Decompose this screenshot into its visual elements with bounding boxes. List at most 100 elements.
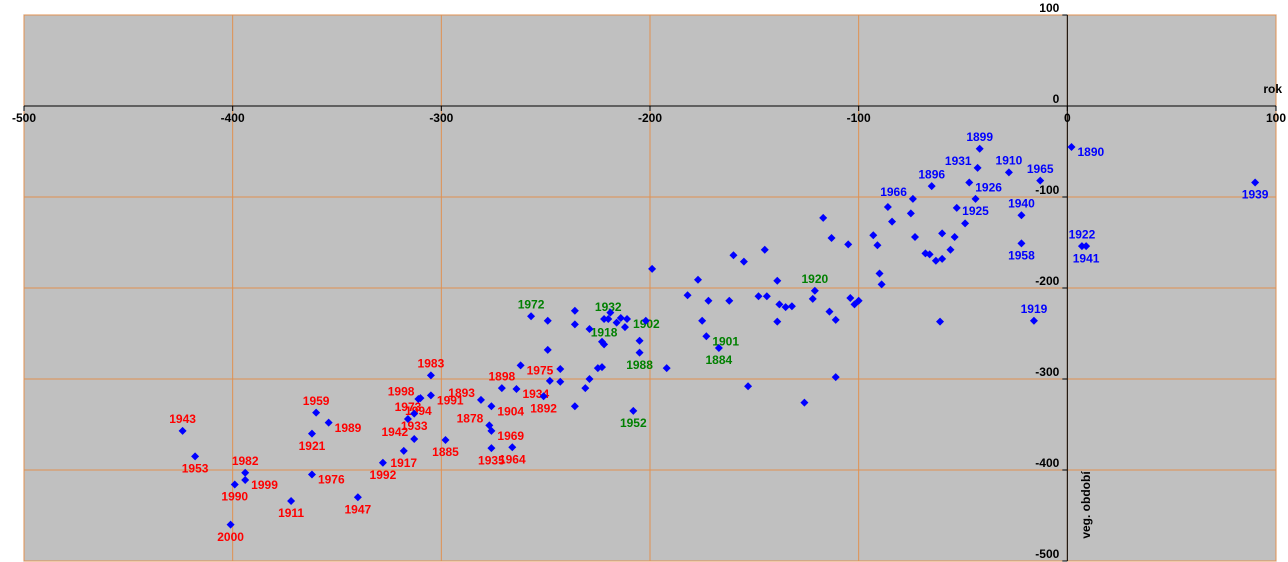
point-label: 1884 — [706, 353, 733, 367]
point — [570, 306, 579, 315]
point-label: 1885 — [432, 445, 459, 459]
point — [662, 364, 671, 373]
point-label: 1911 — [278, 506, 304, 520]
point — [725, 296, 734, 305]
point — [312, 408, 321, 417]
point-label: 1899 — [966, 130, 993, 144]
point — [307, 429, 316, 438]
point-label: 1999 — [251, 478, 278, 492]
point — [925, 250, 934, 259]
point — [545, 376, 554, 385]
point — [598, 337, 607, 346]
point-label: 2000 — [217, 530, 244, 544]
point-label: 1892 — [530, 401, 557, 415]
point-label: 1933 — [401, 419, 428, 433]
point — [241, 468, 250, 477]
point — [399, 446, 408, 455]
point-label: 1991 — [437, 394, 464, 408]
point — [773, 276, 782, 285]
y-tick-label: -100 — [1035, 183, 1059, 197]
point — [873, 241, 882, 250]
point — [426, 371, 435, 380]
point — [476, 395, 485, 404]
point — [497, 384, 506, 393]
point — [539, 392, 548, 401]
y-tick-label: -200 — [1035, 274, 1059, 288]
point — [908, 194, 917, 203]
point-label: 1922 — [1069, 227, 1096, 241]
point — [648, 264, 657, 273]
point — [825, 307, 834, 316]
point — [911, 233, 920, 242]
point-label: 1966 — [880, 185, 907, 199]
point — [410, 409, 419, 418]
point — [191, 452, 200, 461]
y-tick-label: -300 — [1035, 365, 1059, 379]
point — [307, 470, 316, 479]
point-label: 1918 — [591, 326, 618, 340]
point-label: 1959 — [303, 394, 330, 408]
point — [487, 444, 496, 453]
point-label: 1898 — [488, 369, 515, 383]
point — [854, 296, 863, 305]
point — [938, 229, 947, 238]
point — [616, 314, 625, 323]
point — [556, 377, 565, 386]
point-label: 1994 — [405, 404, 432, 418]
point-label: 1940 — [1008, 196, 1035, 210]
point-label: 1910 — [996, 154, 1023, 168]
point — [698, 316, 707, 325]
point-label: 1939 — [1242, 188, 1269, 202]
point — [508, 443, 517, 452]
point — [543, 316, 552, 325]
point — [570, 320, 579, 329]
point — [808, 294, 817, 303]
point — [714, 344, 723, 353]
point — [729, 251, 738, 260]
point — [543, 345, 552, 354]
point — [1251, 178, 1260, 187]
point — [877, 280, 886, 289]
point-label: 1917 — [390, 456, 417, 470]
point — [516, 361, 525, 370]
point — [629, 406, 638, 415]
point — [831, 315, 840, 324]
point — [1017, 239, 1026, 248]
point — [1077, 242, 1086, 251]
point — [1067, 142, 1076, 151]
point — [1017, 211, 1026, 220]
point — [527, 312, 536, 321]
point — [810, 286, 819, 295]
point — [226, 520, 235, 529]
point-label: 1935 — [478, 453, 505, 467]
point — [883, 203, 892, 212]
point — [593, 364, 602, 373]
point — [961, 219, 970, 228]
point — [702, 332, 711, 341]
point — [178, 426, 187, 435]
point — [773, 317, 782, 326]
point — [353, 493, 362, 502]
point — [487, 426, 496, 435]
point-label: 1942 — [382, 425, 409, 439]
point-label: 1983 — [418, 357, 445, 371]
point — [1004, 168, 1013, 177]
point-label: 1920 — [801, 272, 828, 286]
x-tick-label: -400 — [221, 111, 245, 125]
point-label: 1943 — [169, 412, 196, 426]
point — [683, 291, 692, 300]
point-label: 1988 — [626, 358, 653, 372]
point — [604, 314, 613, 323]
point — [775, 300, 784, 309]
point-label: 1901 — [712, 334, 739, 348]
point — [819, 213, 828, 222]
point-label: 1952 — [620, 416, 647, 430]
point — [623, 314, 632, 323]
point — [938, 254, 947, 263]
point-label: 1902 — [633, 317, 660, 331]
x-tick-label: 100 — [1266, 111, 1286, 125]
point — [846, 294, 855, 303]
point — [875, 269, 884, 278]
point — [739, 257, 748, 266]
point-label: 1947 — [345, 502, 372, 516]
